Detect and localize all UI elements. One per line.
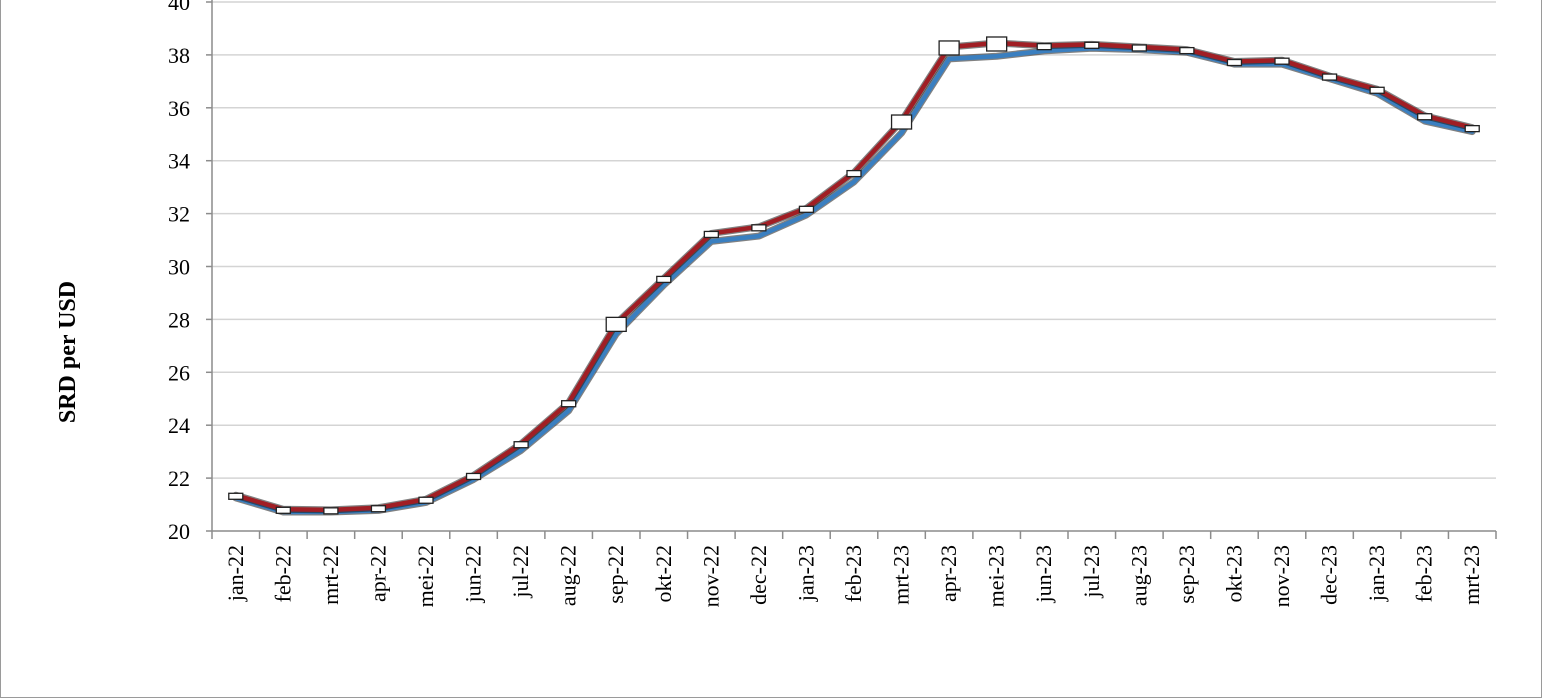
- data-marker: [846, 169, 862, 178]
- x-tick-label: jan-23: [1364, 545, 1389, 602]
- data-marker: [561, 400, 577, 408]
- axes: [206, 0, 1497, 539]
- series-outline: [232, 39, 1476, 514]
- y-tick-label: 34: [168, 149, 190, 174]
- x-tick-label: aug-23: [1126, 545, 1151, 606]
- y-tick-label: 30: [168, 255, 190, 280]
- x-tick-label: dec-22: [746, 545, 771, 605]
- data-marker: [1036, 42, 1052, 51]
- y-tick-label: 32: [168, 202, 190, 227]
- x-tick-label: nov-22: [698, 545, 723, 607]
- x-tick-label: mrt-22: [318, 545, 343, 605]
- y-tick-label: 20: [168, 519, 190, 544]
- series-lines: [232, 39, 1476, 516]
- y-tick-label: 36: [168, 96, 190, 121]
- x-tick-label: mei-22: [413, 545, 438, 607]
- x-tick-label: dec-23: [1317, 545, 1342, 605]
- series-line: [233, 46, 1475, 515]
- data-marker: [1464, 124, 1480, 133]
- data-markers: [228, 36, 1480, 515]
- data-marker: [890, 114, 913, 130]
- data-marker: [513, 441, 529, 449]
- data-marker: [418, 496, 434, 504]
- data-marker: [323, 507, 339, 515]
- data-marker: [228, 492, 244, 500]
- x-tick-label: jun-22: [461, 545, 486, 603]
- series-outline: [232, 44, 1476, 516]
- y-tick-label: 22: [168, 466, 190, 491]
- x-tick-label: okt-23: [1221, 545, 1246, 602]
- gridlines: [212, 1, 1496, 479]
- x-tick-label: mrt-23: [1459, 545, 1484, 605]
- x-tick-label: aug-22: [556, 545, 581, 606]
- x-tick-label: okt-22: [651, 545, 676, 602]
- data-marker: [1179, 46, 1195, 55]
- x-tick-label: mrt-23: [889, 545, 914, 605]
- data-marker: [370, 505, 387, 513]
- data-marker: [751, 224, 767, 232]
- x-tick-labels: jan-22 feb-22 mrt-22 apr-22 mei-22 jun-22 jul-…: [223, 545, 1484, 607]
- series-line: [233, 40, 1475, 513]
- data-marker: [1274, 57, 1290, 65]
- data-marker: [986, 36, 1008, 52]
- x-tick-label: jul-23: [1079, 545, 1104, 599]
- y-tick-label: 24: [168, 413, 190, 438]
- data-marker: [938, 40, 960, 56]
- x-tick-label: jan-22: [223, 545, 248, 602]
- x-tick-label: jun-23: [1031, 545, 1056, 603]
- y-tick-label: 26: [168, 360, 190, 385]
- x-tick-label: sep-22: [603, 545, 628, 604]
- y-tick-label: 40: [168, 0, 190, 15]
- x-tick-label: sep-23: [1174, 545, 1199, 604]
- y-tick-label: 28: [168, 307, 190, 332]
- x-tick-label: nov-23: [1269, 545, 1294, 607]
- data-marker: [1131, 44, 1147, 52]
- data-marker: [465, 472, 482, 481]
- y-axis-label: SRD per USD: [55, 281, 81, 423]
- x-tick-label: apr-23: [936, 545, 961, 602]
- data-marker: [1369, 86, 1385, 94]
- x-tick-label: jan-23: [793, 545, 818, 602]
- data-marker: [703, 230, 719, 239]
- data-marker: [1321, 73, 1338, 81]
- x-tick-label: feb-23: [1412, 545, 1437, 602]
- y-tick-label: 38: [168, 43, 190, 68]
- data-marker: [798, 205, 815, 213]
- data-marker: [605, 316, 627, 333]
- data-marker: [275, 506, 291, 514]
- x-tick-label: mei-23: [984, 545, 1009, 607]
- data-marker: [1226, 58, 1243, 67]
- x-tick-label: feb-22: [270, 545, 295, 602]
- data-marker: [1084, 41, 1100, 49]
- x-tick-label: feb-23: [841, 545, 866, 602]
- y-tick-labels: 20 22 24 26 28 30 32 34 36 38 40: [168, 0, 190, 544]
- data-marker: [656, 275, 672, 284]
- data-marker: [1417, 113, 1433, 121]
- x-tick-label: jul-22: [508, 545, 533, 599]
- x-tick-label: apr-22: [365, 545, 390, 602]
